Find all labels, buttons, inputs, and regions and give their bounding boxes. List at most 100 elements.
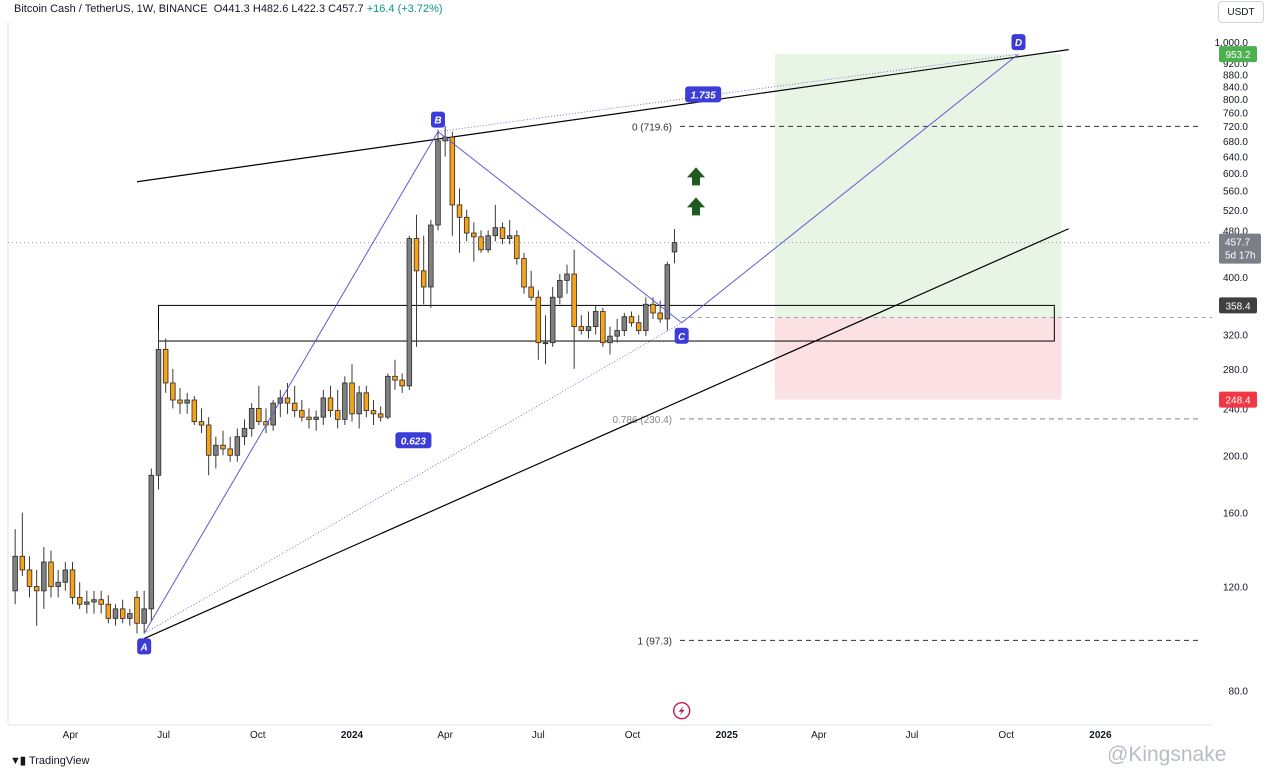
candle-body [449, 136, 456, 206]
candle-body [270, 402, 276, 426]
ohlc-open: O441.3 [213, 3, 250, 15]
symbol-header: Bitcoin Cash / TetherUS, 1W, BINANCE O44… [14, 3, 443, 15]
candle-body [119, 608, 126, 619]
candle-body [514, 235, 520, 260]
x-tick-label: 2024 [341, 730, 364, 741]
price-badge-label: 953.2 [1225, 50, 1250, 61]
x-tick-label: Jul [906, 730, 919, 741]
candle-body [349, 382, 355, 415]
x-tick-label: Oct [625, 730, 641, 741]
candle-body [585, 326, 592, 331]
candle-body [478, 236, 484, 251]
candle-body [299, 410, 305, 418]
candle-body [162, 348, 169, 384]
x-tick-label: 2026 [1089, 730, 1112, 741]
candle-body [26, 569, 33, 587]
y-tick-label: 920.0 [1223, 59, 1248, 70]
up-arrow-icon [687, 167, 705, 186]
pattern-point-badge [137, 638, 152, 655]
y-tick-label: 280.0 [1223, 365, 1248, 376]
candle-body [499, 227, 506, 239]
candle-body [671, 242, 678, 253]
tradingview-logo[interactable]: ▼▮ TradingView [10, 754, 90, 768]
candle-body [363, 392, 370, 411]
candle-body [557, 280, 563, 298]
x-tick-label: Jul [157, 730, 170, 741]
candle-body [643, 303, 649, 331]
stop-zone [774, 317, 1062, 400]
x-tick-label: Jul [532, 730, 545, 741]
y-tick-label: 600.0 [1223, 169, 1248, 180]
candle-body [621, 316, 628, 331]
author-watermark: @Kingsnake [1107, 743, 1227, 766]
candle-body [55, 581, 61, 587]
lightning-icon-glyph [678, 705, 685, 716]
candle-body [155, 348, 162, 476]
symbol-title: Bitcoin Cash / TetherUS, 1W, BINANCE [14, 3, 208, 15]
currency-button[interactable]: USDT [1218, 1, 1264, 23]
candle-body [134, 597, 140, 624]
candle-body [284, 397, 291, 404]
candle-body [506, 235, 513, 239]
candle-body [664, 264, 671, 320]
candle-body [628, 316, 635, 324]
candle-body [41, 561, 47, 592]
candle-body [227, 448, 233, 456]
candle-body [62, 569, 69, 583]
candle-body [69, 569, 76, 598]
y-tick-label: 760.0 [1223, 108, 1248, 119]
pattern-point-label: C [678, 332, 686, 343]
candle-body [571, 273, 577, 328]
candle-body [241, 428, 248, 438]
candle-body [19, 555, 26, 571]
x-tick-label: Apr [437, 730, 453, 741]
up-arrow-icon [687, 197, 705, 216]
x-tick-label: Oct [250, 730, 266, 741]
candle-body [428, 224, 434, 288]
candle-body [234, 436, 241, 456]
y-tick-label: 1,000.0 [1215, 38, 1249, 49]
ratio-badge [685, 86, 722, 103]
price-badge-label: 248.4 [1225, 396, 1250, 407]
candle-body [492, 227, 499, 237]
ohlc-high: H482.6 [252, 3, 289, 15]
candle-body [256, 408, 262, 423]
candle-body [564, 273, 570, 281]
ratio-label: 1.735 [691, 90, 716, 101]
candle-body [184, 399, 190, 404]
y-tick-label: 840.0 [1223, 83, 1248, 94]
candle-body [148, 474, 155, 610]
y-tick-label: 720.0 [1223, 122, 1248, 133]
candle-body [177, 399, 183, 404]
candle-body [334, 410, 341, 420]
candle-body [578, 326, 585, 331]
current-price-badge [1219, 233, 1261, 264]
candle-body [370, 410, 377, 415]
candle-body [535, 296, 542, 344]
y-tick-label: 520.0 [1223, 206, 1248, 217]
candle-body [213, 444, 219, 456]
candle-body [406, 238, 413, 387]
pattern-point-label: A [140, 642, 148, 653]
candle-body [521, 258, 527, 288]
candle-body [549, 296, 556, 344]
candle-body [542, 342, 549, 345]
ratio-label: 0.623 [401, 436, 426, 447]
candle-body [105, 603, 112, 619]
candle-body [600, 311, 606, 344]
fib-level-label: 0 (719.6) [632, 122, 672, 133]
candle-body [528, 286, 534, 298]
x-tick-label: 2025 [716, 730, 739, 741]
ratio-ac-dotted-line [143, 322, 682, 634]
fib-level-label: 0.786 (230.4) [613, 415, 673, 426]
y-tick-label: 200.0 [1223, 451, 1248, 462]
y-tick-label: 320.0 [1223, 331, 1248, 342]
candle-body [112, 608, 119, 619]
candle-body [635, 322, 642, 331]
target-zone [774, 54, 1062, 318]
price-badge [1219, 297, 1257, 314]
candle-body [385, 375, 391, 418]
pattern-point-label: D [1015, 38, 1022, 49]
candle-body [456, 204, 463, 218]
